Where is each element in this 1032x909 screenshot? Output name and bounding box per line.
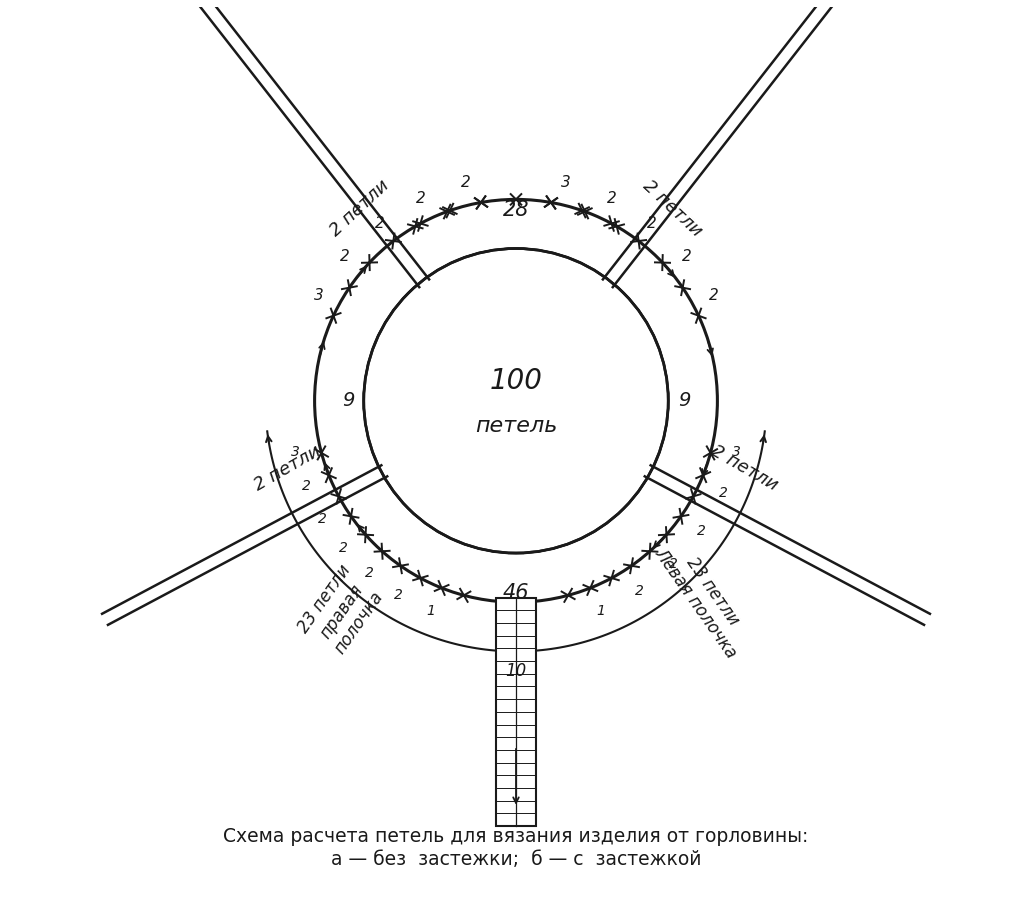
Text: 9: 9: [678, 391, 690, 410]
Text: 3: 3: [561, 175, 572, 190]
Text: 3: 3: [291, 445, 299, 459]
Text: 2: 2: [394, 587, 404, 602]
Text: 3: 3: [733, 445, 741, 459]
Text: 2: 2: [301, 479, 311, 494]
Text: 2: 2: [718, 486, 728, 500]
Text: 46: 46: [503, 584, 529, 604]
Text: 2: 2: [647, 215, 657, 231]
Text: 23 петли
правая
полочка: 23 петли правая полочка: [294, 562, 388, 661]
Text: 2: 2: [341, 249, 350, 264]
Text: 9: 9: [342, 391, 354, 410]
Text: 2 петли: 2 петли: [251, 442, 324, 494]
Text: 2: 2: [365, 566, 374, 581]
Text: а — без  застежки;  б — с  застежкой: а — без застежки; б — с застежкой: [330, 851, 702, 870]
Text: 23 петли
Левая полочка: 23 петли Левая полочка: [651, 534, 757, 662]
Text: 2 петли: 2 петли: [640, 176, 706, 240]
Text: 100: 100: [489, 367, 543, 395]
Text: 2: 2: [416, 191, 425, 206]
Text: 2: 2: [697, 524, 706, 538]
Text: 2: 2: [682, 249, 691, 264]
Text: 2: 2: [340, 541, 348, 554]
Text: 28: 28: [503, 200, 529, 220]
Text: 2: 2: [635, 584, 644, 598]
Circle shape: [364, 249, 668, 553]
Text: 2 петли: 2 петли: [708, 442, 781, 494]
Circle shape: [368, 254, 664, 548]
Wedge shape: [315, 199, 717, 602]
Text: 2: 2: [607, 191, 616, 206]
Text: 3: 3: [314, 288, 323, 304]
Text: 1: 1: [426, 604, 436, 618]
FancyBboxPatch shape: [496, 598, 536, 826]
Text: 2: 2: [318, 512, 327, 525]
Text: петель: петель: [475, 415, 557, 435]
Text: 2: 2: [375, 215, 385, 231]
Text: 2: 2: [669, 556, 678, 571]
Text: 1: 1: [596, 604, 606, 618]
Text: 10: 10: [506, 662, 526, 680]
Text: 2 петли: 2 петли: [326, 176, 392, 240]
Text: Схема расчета петель для вязания изделия от горловины:: Схема расчета петель для вязания изделия…: [223, 827, 809, 846]
Text: 2: 2: [709, 288, 718, 304]
Text: 2: 2: [460, 175, 471, 190]
